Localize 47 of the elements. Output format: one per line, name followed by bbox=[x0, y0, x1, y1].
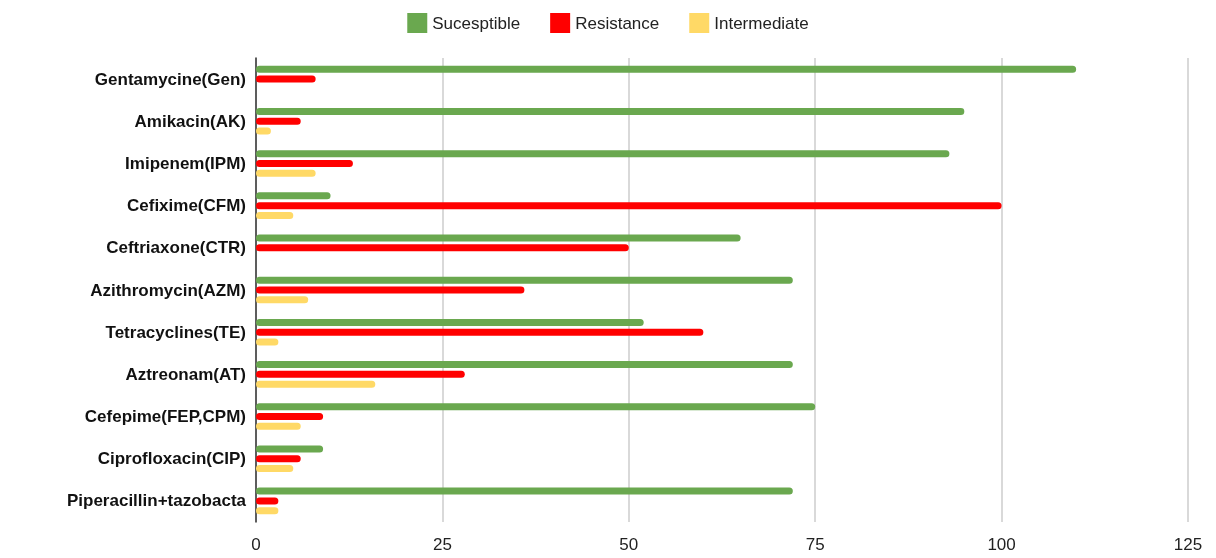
y-tick-label: Amikacin(AK) bbox=[134, 111, 246, 131]
x-tick-label: 0 bbox=[251, 535, 261, 554]
bar bbox=[256, 75, 316, 83]
bar bbox=[256, 117, 301, 125]
bar bbox=[256, 169, 316, 177]
bar bbox=[256, 159, 353, 167]
bar bbox=[256, 361, 793, 369]
y-tick-label: Piperacillin+tazobacta bbox=[66, 491, 247, 511]
x-tick-label: 75 bbox=[805, 535, 825, 554]
legend-label: Resistance bbox=[575, 13, 660, 33]
y-tick-label: Imipenem(IPM) bbox=[125, 153, 246, 173]
bar bbox=[256, 296, 309, 304]
bar bbox=[256, 445, 324, 453]
x-tick-label: 50 bbox=[619, 535, 639, 554]
y-tick-label: Ciprofloxacin(CIP) bbox=[97, 449, 246, 469]
bar bbox=[256, 244, 629, 252]
y-tick-label: Cefepime(FEP,CPM) bbox=[84, 407, 246, 427]
bar bbox=[256, 380, 376, 388]
bar bbox=[256, 202, 1002, 210]
bar bbox=[256, 455, 301, 463]
x-tick-label: 125 bbox=[1173, 535, 1203, 554]
y-tick-label: Tetracyclines(TE) bbox=[105, 322, 246, 342]
bar bbox=[256, 403, 816, 411]
y-tick-label: Cefixime(CFM) bbox=[126, 196, 246, 216]
bar bbox=[256, 318, 644, 326]
bar bbox=[256, 211, 294, 219]
x-tick-label: 25 bbox=[432, 535, 452, 554]
legend-label: Intermediate bbox=[714, 13, 809, 33]
bar bbox=[256, 422, 301, 430]
bar bbox=[256, 192, 331, 200]
bar bbox=[256, 65, 1077, 73]
bar bbox=[256, 487, 793, 495]
bar bbox=[256, 276, 793, 284]
bar bbox=[256, 107, 965, 115]
bar bbox=[256, 234, 741, 242]
legend-label: Sucesptible bbox=[432, 13, 521, 33]
y-tick-label: Aztreonam(AT) bbox=[125, 364, 246, 384]
y-tick-label: Gentamycine(Gen) bbox=[94, 69, 246, 89]
bar bbox=[256, 328, 704, 336]
bar bbox=[256, 413, 324, 421]
bar bbox=[256, 370, 465, 378]
y-tick-label: Ceftriaxone(CTR) bbox=[106, 238, 246, 258]
bar bbox=[256, 286, 525, 294]
y-tick-label: Azithromycin(AZM) bbox=[90, 280, 246, 300]
x-tick-label: 100 bbox=[987, 535, 1016, 554]
bar bbox=[256, 465, 294, 473]
bar bbox=[256, 150, 950, 158]
